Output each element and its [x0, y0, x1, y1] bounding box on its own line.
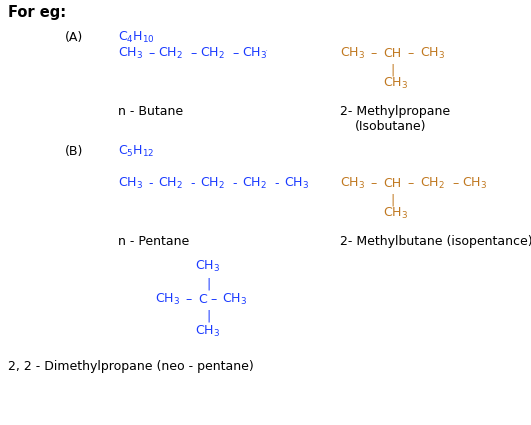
Text: n - Butane: n - Butane	[118, 105, 183, 118]
Text: –: –	[407, 47, 413, 60]
Text: 2, 2 - Dimethylpropane (neo - pentane): 2, 2 - Dimethylpropane (neo - pentane)	[8, 360, 254, 373]
Text: |: |	[206, 309, 210, 322]
Text: –: –	[407, 177, 413, 190]
Text: $\mathregular{CH_3}$: $\mathregular{CH_3}$	[340, 46, 365, 61]
Text: –: –	[185, 293, 191, 306]
Text: 2- Methylpropane: 2- Methylpropane	[340, 105, 450, 118]
Text: –: –	[370, 47, 376, 60]
Text: $\mathregular{CH_2}$: $\mathregular{CH_2}$	[158, 46, 183, 61]
Text: $\mathregular{CH_3}$: $\mathregular{CH_3}$	[222, 292, 247, 307]
Text: (A): (A)	[65, 31, 83, 44]
Text: –: –	[190, 47, 196, 60]
Text: –: –	[210, 293, 216, 306]
Text: $\mathregular{CH_2}$: $\mathregular{CH_2}$	[200, 46, 225, 61]
Text: –: –	[370, 177, 376, 190]
Text: $\mathregular{CH_2}$: $\mathregular{CH_2}$	[158, 176, 183, 191]
Text: $\mathregular{CH_2}$: $\mathregular{CH_2}$	[242, 176, 267, 191]
Text: $\mathregular{CH_3}$: $\mathregular{CH_3}$	[118, 176, 143, 191]
Text: –: –	[232, 47, 238, 60]
Text: $\mathregular{CH_3}$: $\mathregular{CH_3}$	[462, 176, 487, 191]
Text: –: –	[452, 177, 458, 190]
Text: |: |	[390, 193, 394, 206]
Text: $\mathregular{CH_3}$: $\mathregular{CH_3}$	[155, 292, 180, 307]
Text: $\mathregular{C_5H_{12}}$: $\mathregular{C_5H_{12}}$	[118, 144, 155, 159]
Text: $\mathregular{CH_3}$: $\mathregular{CH_3}$	[118, 46, 143, 61]
Text: CH: CH	[383, 47, 401, 60]
Text: For eg:: For eg:	[8, 5, 66, 20]
Text: –: –	[148, 47, 154, 60]
Text: n - Pentane: n - Pentane	[118, 235, 189, 248]
Text: -: -	[232, 177, 236, 190]
Text: -: -	[148, 177, 152, 190]
Text: CH: CH	[383, 177, 401, 190]
Text: $\mathregular{CH_3}$: $\mathregular{CH_3}$	[284, 176, 309, 191]
Text: $\mathregular{CH_3}$: $\mathregular{CH_3}$	[420, 46, 445, 61]
Text: $\mathregular{CH_3}$: $\mathregular{CH_3}$	[195, 259, 220, 274]
Text: $\mathregular{CH_3}$: $\mathregular{CH_3}$	[195, 324, 220, 339]
Text: $\mathregular{CH_3}$: $\mathregular{CH_3}$	[383, 76, 408, 91]
Text: $\mathregular{C_4H_{10}}$: $\mathregular{C_4H_{10}}$	[118, 30, 155, 45]
Text: $\mathregular{CH_3}$: $\mathregular{CH_3}$	[383, 206, 408, 221]
Text: (Isobutane): (Isobutane)	[355, 120, 426, 133]
Text: -: -	[274, 177, 278, 190]
Text: $\mathregular{CH_2}$: $\mathregular{CH_2}$	[420, 176, 445, 191]
Text: |: |	[206, 277, 210, 290]
Text: (B): (B)	[65, 145, 83, 158]
Text: $\mathregular{CH_3}$: $\mathregular{CH_3}$	[340, 176, 365, 191]
Text: -: -	[190, 177, 194, 190]
Text: C: C	[198, 293, 207, 306]
Text: |: |	[390, 63, 394, 76]
Text: $\mathregular{CH_{3'}}$: $\mathregular{CH_{3'}}$	[242, 46, 269, 61]
Text: $\mathregular{CH_2}$: $\mathregular{CH_2}$	[200, 176, 225, 191]
Text: 2- Methylbutane (isopentance): 2- Methylbutane (isopentance)	[340, 235, 531, 248]
